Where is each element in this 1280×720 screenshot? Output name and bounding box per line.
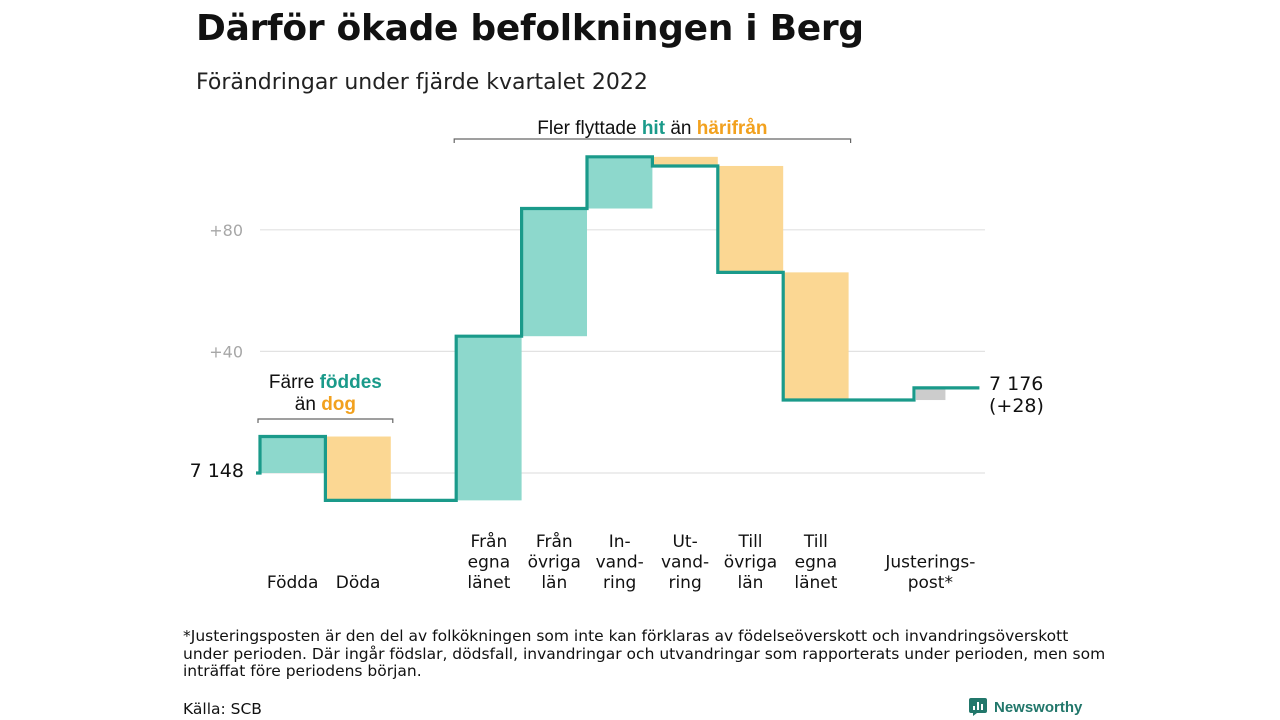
- bar: [916, 387, 946, 401]
- category-label-line: post*: [908, 573, 953, 593]
- bars: [261, 156, 946, 501]
- category-label: Från övriga län: [528, 531, 581, 593]
- annotation-highlight-in: hit: [642, 118, 666, 139]
- category-label-line: Justerings-: [884, 553, 975, 573]
- bar-chart-icon: [969, 698, 987, 716]
- category-label-line: vand-: [661, 553, 709, 573]
- annotation-migration: Fler flyttade hit än härifrån: [537, 118, 767, 139]
- category-label: Födda: [267, 573, 319, 593]
- category-label: In-vand-ring: [596, 532, 644, 593]
- category-label-line: Från: [536, 531, 573, 552]
- category-label-line: Födda: [267, 573, 319, 593]
- category-label: Till övriga län: [724, 532, 777, 593]
- logo-text: Newsworthy: [994, 698, 1083, 716]
- annotation-text: Fler flyttade: [537, 118, 642, 139]
- category-label: Ut-vand-ring: [661, 532, 709, 593]
- start-value-label: 7 148: [190, 460, 244, 482]
- bar: [261, 436, 326, 473]
- category-label-line: In-: [609, 532, 631, 552]
- category-label-line: egna: [795, 553, 837, 573]
- step-line: [256, 155, 980, 502]
- bar: [326, 436, 391, 501]
- category-label-line: länet: [794, 573, 837, 593]
- category-label-line: Till: [737, 532, 762, 552]
- category-label-line: Döda: [336, 573, 381, 593]
- annotation-highlight-out: dog: [321, 394, 356, 415]
- category-label-line: Ut-: [672, 532, 697, 552]
- category-label-line: Från: [471, 531, 508, 552]
- end-value-label: 7 176 (+28): [989, 373, 1044, 417]
- category-label-line: ring: [603, 573, 636, 593]
- bar: [522, 208, 587, 337]
- category-label-line: länet: [467, 573, 510, 593]
- bar: [784, 272, 849, 401]
- annotation-text: än: [665, 118, 697, 139]
- newsworthy-logo: Newsworthy: [968, 697, 1082, 717]
- category-label-line: vand-: [596, 553, 644, 573]
- annotation-highlight-out: härifrån: [697, 118, 768, 139]
- annotation-births-line2: än dog: [295, 394, 356, 415]
- y-tick-label: +40: [209, 342, 243, 361]
- annotation-text: Färre: [269, 372, 320, 393]
- category-label-line: län: [541, 573, 567, 593]
- footnote: *Justeringsposten är den del av folkökni…: [183, 627, 1106, 680]
- annotation-text: än: [295, 394, 321, 415]
- category-label: Döda: [336, 573, 381, 593]
- bar: [653, 156, 718, 166]
- chart-title: Därför ökade befolkningen i Berg: [196, 8, 864, 49]
- source-note: Källa: SCB: [183, 700, 262, 718]
- category-label-line: län: [738, 573, 764, 593]
- bar: [718, 165, 784, 273]
- end-value-line2: (+28): [989, 395, 1044, 417]
- category-label: Till egna länet: [794, 532, 837, 593]
- chart-subtitle: Förändringar under fjärde kvartalet 2022: [196, 70, 648, 95]
- category-label: Justerings-post*: [884, 553, 975, 594]
- category-label-line: egna: [468, 553, 510, 573]
- annotation-bracket-migration: [453, 138, 852, 143]
- annotation-births-line1: Färre föddes: [269, 372, 382, 393]
- step-line-layer: [256, 155, 980, 502]
- category-label-line: övriga: [528, 553, 581, 573]
- bar: [588, 156, 653, 209]
- annotation-bracket-births: [257, 418, 394, 423]
- value-labels: 7 148 7 176 (+28): [190, 373, 1044, 482]
- bar: [457, 336, 522, 501]
- category-label: Från egna länet: [467, 531, 510, 593]
- y-tick-label: +80: [209, 221, 243, 240]
- end-value-line1: 7 176: [989, 373, 1043, 395]
- category-label-line: Till: [803, 532, 828, 552]
- y-axis-ticks: +40 +80: [209, 221, 243, 362]
- category-label-line: ring: [668, 573, 701, 593]
- annotation-highlight-in: föddes: [320, 372, 382, 393]
- category-label-line: övriga: [724, 553, 777, 573]
